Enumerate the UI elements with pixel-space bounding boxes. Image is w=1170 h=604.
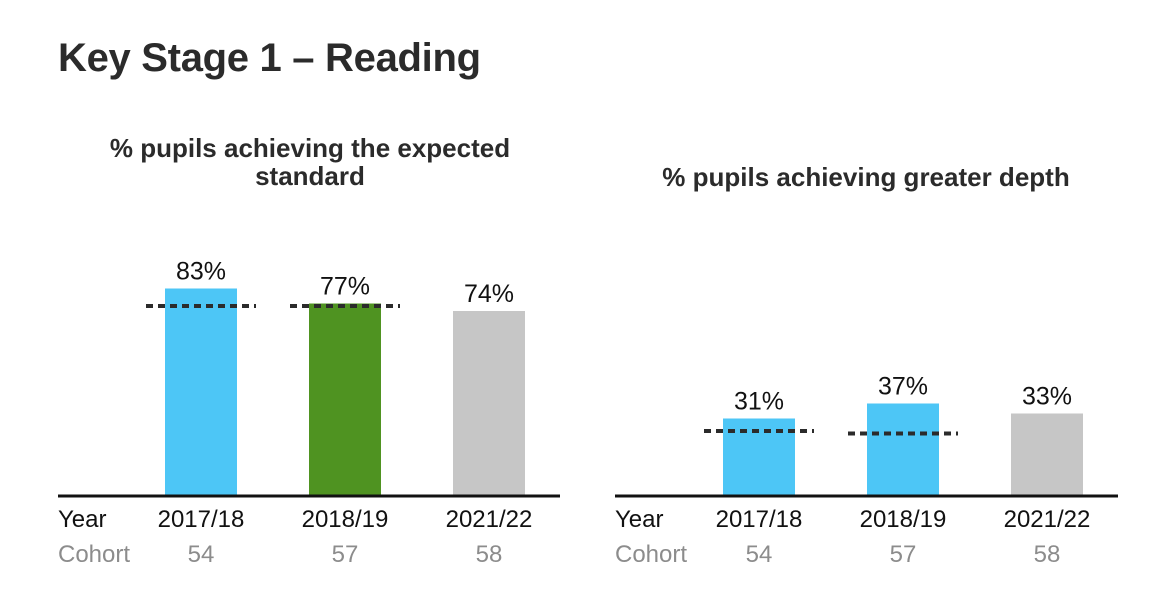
- cohort-value: 54: [188, 541, 215, 568]
- cohort-row-label: Cohort: [58, 541, 130, 568]
- bar: [165, 288, 237, 496]
- x-tick-label: 2017/18: [158, 506, 245, 533]
- cohort-value: 58: [476, 541, 503, 568]
- x-tick-label: 2018/19: [302, 506, 389, 533]
- page-title: Key Stage 1 – Reading: [58, 36, 481, 80]
- data-label: 83%: [176, 258, 226, 286]
- cohort-value: 57: [332, 541, 359, 568]
- chart-title-greater-depth: % pupils achieving greater depth: [662, 162, 1070, 192]
- bar: [309, 303, 381, 496]
- data-label: 74%: [464, 280, 514, 308]
- year-row-label: Year: [58, 506, 107, 533]
- x-tick-label: 2021/22: [446, 506, 533, 533]
- data-label: 77%: [320, 273, 370, 301]
- bar: [453, 311, 525, 496]
- chart-title-expected-standard: % pupils achieving the expected standard: [109, 133, 511, 191]
